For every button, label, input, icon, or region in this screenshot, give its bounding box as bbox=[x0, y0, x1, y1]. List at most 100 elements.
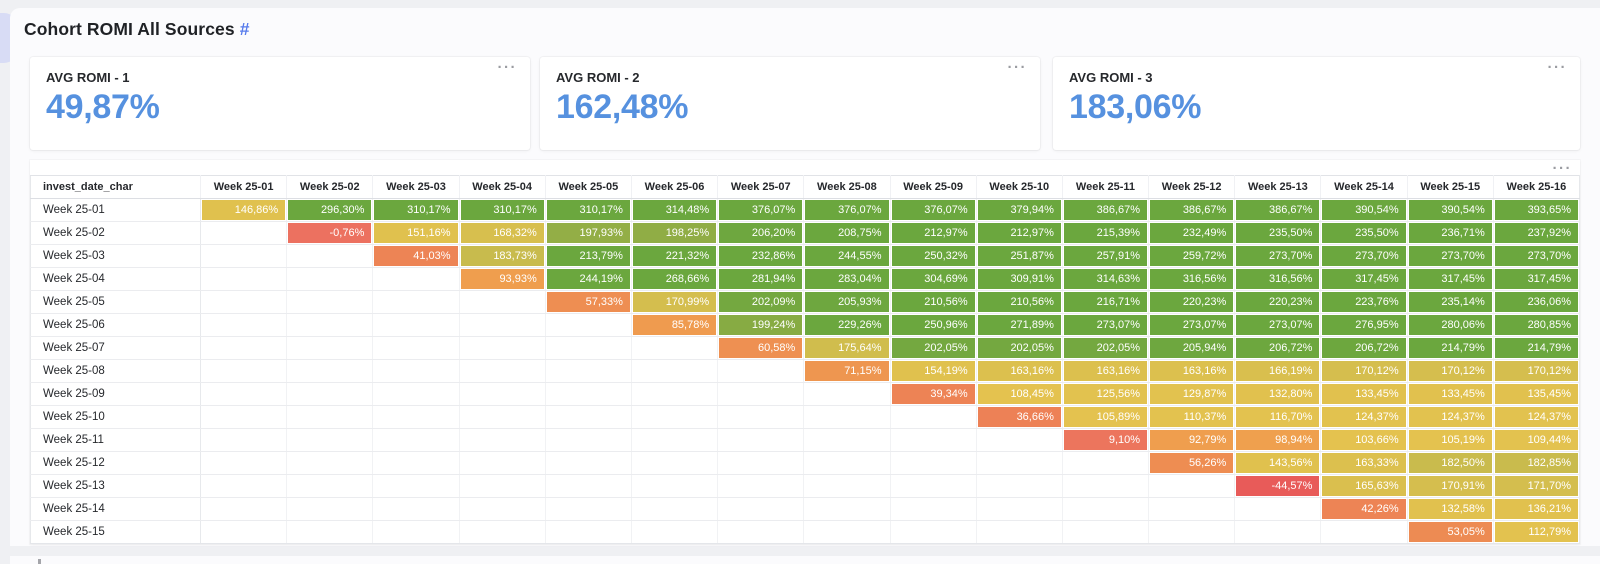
heatmap-cell: 314,48% bbox=[631, 198, 719, 222]
column-header[interactable]: Week 25-10 bbox=[976, 175, 1063, 199]
empty-cell bbox=[372, 428, 460, 452]
heatmap-cell: 202,05% bbox=[1062, 336, 1150, 360]
heatmap-cell: 259,72% bbox=[1148, 244, 1236, 268]
empty-cell bbox=[459, 520, 546, 544]
heatmap-cell: 376,07% bbox=[890, 198, 977, 222]
table-row: Week 25-02 -0,76% 151,16% 168,32% 197,93% 198… bbox=[30, 221, 1581, 245]
column-header[interactable]: Week 25-14 bbox=[1320, 175, 1408, 199]
heatmap-cell: 170,99% bbox=[631, 290, 719, 314]
column-header-invest-date-char[interactable]: invest_date_char bbox=[30, 175, 201, 199]
kpi-label: AVG ROMI - 2 bbox=[556, 70, 640, 85]
column-header[interactable]: Week 25-12 bbox=[1148, 175, 1236, 199]
empty-cell bbox=[545, 497, 632, 521]
heatmap-cell: 116,70% bbox=[1234, 405, 1322, 429]
heatmap-cell: 170,12% bbox=[1493, 359, 1581, 383]
empty-cell bbox=[545, 428, 632, 452]
heatmap-cell: 93,93% bbox=[459, 267, 546, 291]
empty-cell bbox=[717, 428, 805, 452]
empty-cell bbox=[545, 336, 632, 360]
ellipsis-menu-icon[interactable]: ··· bbox=[1552, 160, 1572, 177]
empty-cell bbox=[286, 244, 374, 268]
empty-cell bbox=[459, 382, 546, 406]
empty-cell bbox=[459, 474, 546, 498]
table-row: Week 25-07 60,58% 175,64% 202,05% 202,05% 202… bbox=[30, 336, 1581, 360]
heatmap-cell: 251,87% bbox=[976, 244, 1063, 268]
heatmap-cell: 136,21% bbox=[1493, 497, 1581, 521]
empty-cell bbox=[717, 497, 805, 521]
empty-cell bbox=[286, 405, 374, 429]
empty-cell bbox=[286, 520, 374, 544]
empty-cell bbox=[545, 382, 632, 406]
heatmap-cell: 212,97% bbox=[976, 221, 1063, 245]
empty-cell bbox=[200, 474, 288, 498]
heatmap-cell: 210,56% bbox=[890, 290, 977, 314]
column-header[interactable]: Week 25-05 bbox=[545, 175, 632, 199]
heatmap-cell: 229,26% bbox=[803, 313, 891, 337]
heatmap-cell: 202,05% bbox=[976, 336, 1063, 360]
empty-cell bbox=[631, 451, 719, 475]
row-label: Week 25-05 bbox=[30, 290, 201, 314]
column-header[interactable]: Week 25-06 bbox=[631, 175, 719, 199]
heatmap-cell: 163,16% bbox=[1062, 359, 1150, 383]
column-header[interactable]: Week 25-04 bbox=[459, 175, 546, 199]
empty-cell bbox=[890, 497, 977, 521]
empty-cell bbox=[631, 428, 719, 452]
column-header[interactable]: Week 25-07 bbox=[717, 175, 805, 199]
heatmap-cell: 215,39% bbox=[1062, 221, 1150, 245]
table-row: Week 25-05 57,33% 170,99% 202,09% 205,93% 210… bbox=[30, 290, 1581, 314]
heatmap-cell: 109,44% bbox=[1493, 428, 1581, 452]
column-header[interactable]: Week 25-01 bbox=[200, 175, 288, 199]
heatmap-cell: 135,45% bbox=[1493, 382, 1581, 406]
empty-cell bbox=[372, 474, 460, 498]
heatmap-cell: 170,91% bbox=[1407, 474, 1494, 498]
heatmap-cell: 317,45% bbox=[1320, 267, 1408, 291]
empty-cell bbox=[803, 520, 891, 544]
page-title: Cohort ROMI All Sources # bbox=[24, 19, 250, 40]
heatmap-cell: 314,63% bbox=[1062, 267, 1150, 291]
heatmap-cell: 283,04% bbox=[803, 267, 891, 291]
column-header[interactable]: Week 25-13 bbox=[1234, 175, 1322, 199]
empty-cell bbox=[459, 290, 546, 314]
heatmap-cell: 132,58% bbox=[1407, 497, 1494, 521]
heatmap-cell: 146,86% bbox=[200, 198, 288, 222]
heatmap-cell: 236,06% bbox=[1493, 290, 1581, 314]
heatmap-cell: 235,50% bbox=[1320, 221, 1408, 245]
title-anchor-link[interactable]: # bbox=[239, 19, 250, 39]
empty-cell bbox=[890, 428, 977, 452]
heatmap-cell: 281,94% bbox=[717, 267, 805, 291]
column-header[interactable]: Week 25-15 bbox=[1407, 175, 1494, 199]
heatmap-cell: 182,50% bbox=[1407, 451, 1494, 475]
column-header[interactable]: Week 25-09 bbox=[890, 175, 977, 199]
column-header[interactable]: Week 25-08 bbox=[803, 175, 891, 199]
heatmap-cell: 105,19% bbox=[1407, 428, 1494, 452]
column-header[interactable]: Week 25-02 bbox=[286, 175, 374, 199]
column-header[interactable]: Week 25-03 bbox=[372, 175, 460, 199]
heatmap-cell: 206,72% bbox=[1320, 336, 1408, 360]
heatmap-cell: 390,54% bbox=[1407, 198, 1494, 222]
ellipsis-menu-icon[interactable]: ··· bbox=[497, 59, 517, 76]
heatmap-cell: 273,70% bbox=[1234, 244, 1322, 268]
empty-cell bbox=[545, 474, 632, 498]
empty-cell bbox=[890, 405, 977, 429]
heatmap-cell: 129,87% bbox=[1148, 382, 1236, 406]
empty-cell bbox=[200, 221, 288, 245]
ellipsis-menu-icon[interactable]: ··· bbox=[1007, 59, 1027, 76]
kpi-card-avg-romi-1: ··· AVG ROMI - 1 49,87% bbox=[30, 57, 530, 150]
heatmap-cell: 271,89% bbox=[976, 313, 1063, 337]
empty-cell bbox=[631, 405, 719, 429]
kpi-card-avg-romi-3: ··· AVG ROMI - 3 183,06% bbox=[1053, 57, 1580, 150]
ellipsis-menu-icon[interactable]: ··· bbox=[1547, 59, 1567, 76]
heatmap-cell: 103,66% bbox=[1320, 428, 1408, 452]
heatmap-cell: 202,09% bbox=[717, 290, 805, 314]
empty-cell bbox=[890, 474, 977, 498]
heatmap-cell: 53,05% bbox=[1407, 520, 1494, 544]
empty-cell bbox=[803, 428, 891, 452]
cohort-table: invest_date_char Week 25-01 Week 25-02 Week… bbox=[30, 175, 1581, 544]
column-header[interactable]: Week 25-16 bbox=[1493, 175, 1581, 199]
empty-cell bbox=[286, 359, 374, 383]
heatmap-cell: 41,03% bbox=[372, 244, 460, 268]
heatmap-cell: 175,64% bbox=[803, 336, 891, 360]
empty-cell bbox=[200, 244, 288, 268]
table-row: Week 25-06 85,78% 199,24% 229,26% 250,96% 271… bbox=[30, 313, 1581, 337]
column-header[interactable]: Week 25-11 bbox=[1062, 175, 1150, 199]
